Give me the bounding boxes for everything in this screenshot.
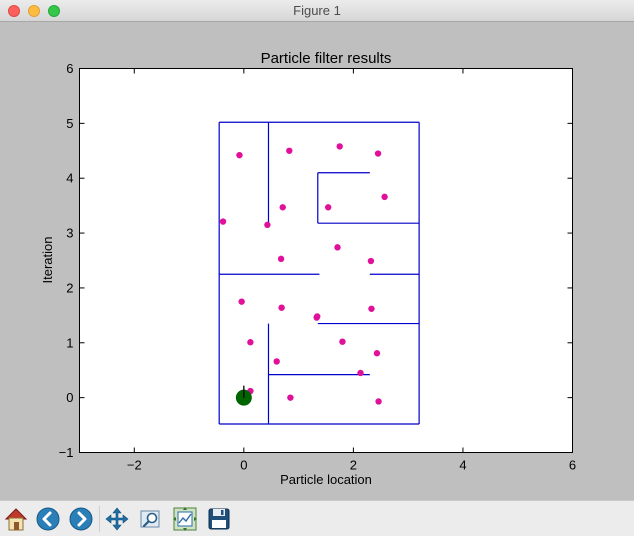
subplots-config-icon — [173, 507, 197, 531]
minimize-window-button[interactable] — [28, 5, 40, 17]
figure-canvas[interactable]: −2 0 2 4 6 −1 0 1 2 3 4 5 6 Particle filter results … — [0, 22, 634, 500]
y-tick-label: −1 — [59, 445, 74, 460]
particle-point — [374, 150, 382, 157]
particle-point — [339, 338, 346, 345]
robot-marker — [235, 385, 252, 406]
particle-point — [278, 304, 285, 311]
x-tick-label: 2 — [350, 458, 357, 473]
axes-frame — [79, 68, 573, 453]
particle-point — [314, 313, 321, 320]
particle-point — [236, 151, 243, 159]
save-button[interactable] — [204, 504, 234, 534]
y-tick-label: 1 — [66, 335, 73, 350]
axis-ticks: −2 0 2 4 6 −1 0 1 2 3 4 5 6 — [59, 61, 576, 473]
particle-point — [286, 147, 293, 154]
particle-point — [279, 204, 286, 211]
particle-point — [334, 244, 341, 251]
window-title: Figure 1 — [293, 3, 341, 18]
x-tick-label: 6 — [569, 458, 576, 473]
particle-point — [357, 369, 364, 377]
navigation-toolbar — [0, 500, 634, 536]
floppy-disk-icon — [208, 508, 230, 530]
particle-point — [247, 339, 254, 346]
x-axis-label: Particle location — [280, 472, 372, 487]
particles — [219, 143, 388, 405]
particle-point — [375, 398, 382, 405]
particle-point — [277, 255, 285, 263]
particle-point — [373, 350, 381, 357]
home-icon — [4, 508, 28, 531]
particle-point — [381, 193, 388, 201]
y-axis-label: Iteration — [40, 237, 55, 284]
particle-point — [324, 204, 332, 211]
y-tick-label: 2 — [66, 280, 73, 295]
subplots-button[interactable] — [170, 504, 200, 534]
particle-point — [238, 298, 245, 305]
x-tick-label: 0 — [240, 458, 247, 473]
x-tick-label: 4 — [459, 458, 466, 473]
forward-button[interactable] — [66, 504, 96, 534]
particle-point — [368, 305, 375, 312]
x-tick-label: −2 — [127, 458, 142, 473]
window-titlebar: Figure 1 — [0, 0, 634, 22]
arrow-left-icon — [36, 507, 60, 531]
particle-point — [367, 257, 375, 265]
home-button[interactable] — [1, 504, 31, 534]
particle-point — [264, 221, 271, 229]
move-arrows-icon — [105, 507, 129, 531]
toolbar-separator — [99, 506, 100, 532]
back-button[interactable] — [33, 504, 63, 534]
maximize-window-button[interactable] — [48, 5, 60, 17]
chart-title: Particle filter results — [261, 50, 392, 67]
zoom-rect-icon — [140, 510, 160, 528]
particle-point — [219, 218, 227, 225]
arrow-right-icon — [69, 507, 93, 531]
zoom-button[interactable] — [136, 504, 166, 534]
particle-point — [287, 394, 294, 401]
close-window-button[interactable] — [8, 5, 20, 17]
y-tick-label: 6 — [66, 61, 73, 76]
particle-point — [336, 143, 343, 150]
pan-button[interactable] — [102, 504, 132, 534]
y-tick-label: 0 — [66, 390, 73, 405]
y-tick-label: 5 — [66, 116, 73, 131]
maze-walls — [218, 121, 420, 425]
particle-point — [273, 358, 280, 365]
y-tick-label: 3 — [66, 226, 73, 241]
y-tick-label: 4 — [66, 171, 73, 186]
